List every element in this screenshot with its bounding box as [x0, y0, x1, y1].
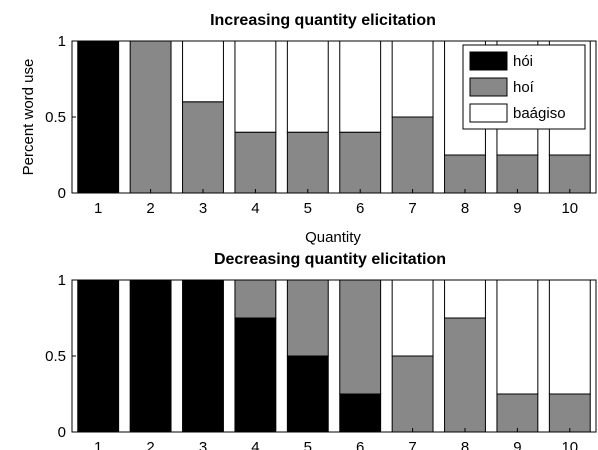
bottom-chart-bar-baagiso-9 [496, 279, 539, 395]
bottom-chart-bar-hoi-low-10 [548, 393, 591, 433]
bottom-chart-bar-baagiso-10 [548, 279, 591, 395]
top-chart-xtick-label: 5 [304, 200, 312, 217]
bottom-chart-bar-hoi-high-2 [129, 279, 172, 433]
legend-label-hoi-high: hói [513, 53, 533, 70]
top-chart-xtick-label: 6 [356, 200, 364, 217]
top-chart-bar-hoi-low-6 [339, 131, 382, 194]
legend: hói hoí baágiso [462, 44, 586, 130]
bottom-chart-bar-hoi-high-5 [286, 355, 329, 433]
top-chart-bar-baagiso-7 [391, 40, 434, 118]
bottom-chart-xtick-label: 6 [356, 439, 364, 450]
top-chart-xtick-label: 4 [251, 200, 259, 217]
top-chart-xtick-label: 2 [146, 200, 154, 217]
top-chart-xtick-label: 1 [94, 200, 102, 217]
bottom-chart-bar-baagiso-8 [444, 279, 486, 319]
top-chart-bar-hoi-low-2 [129, 40, 172, 194]
top-chart-bar-hoi-low-5 [286, 131, 329, 194]
bottom-chart-title: Decreasing quantity elicitation [214, 251, 446, 268]
bottom-chart-bar-hoi-low-4 [234, 279, 277, 319]
bottom-chart-ytick-label: 1 [58, 272, 66, 289]
bottom-chart-ytick-label: 0.5 [45, 348, 66, 365]
top-chart-ylabel: Percent word use [20, 59, 37, 176]
legend-swatch-hoi-high [469, 51, 508, 71]
top-chart-bar-hoi-low-9 [496, 154, 539, 194]
top-chart-xtick-label: 7 [408, 200, 416, 217]
bottom-chart-bar-hoi-low-9 [496, 393, 539, 433]
bottom-chart-bar-hoi-high-6 [339, 393, 382, 433]
bottom-chart-xtick-label: 10 [561, 439, 578, 450]
bottom-chart-xtick-label: 9 [513, 439, 521, 450]
top-chart-xtick-label: 8 [461, 200, 469, 217]
top-chart-ytick-label: 0 [58, 185, 66, 202]
bottom-chart-xtick-label: 8 [461, 439, 469, 450]
bottom-chart-xtick-label: 3 [199, 439, 207, 450]
top-chart-xlabel: Quantity [305, 229, 361, 246]
top-chart-xtick-label: 10 [561, 200, 578, 217]
bottom-chart-plot: 1 2 3 4 5 6 7 8 9 10 0 0.5 1 [45, 272, 597, 450]
bottom-chart-bar-hoi-high-1 [77, 279, 120, 433]
bottom-chart-bar-hoi-high-3 [182, 279, 224, 433]
bottom-chart-bar-hoi-high-4 [234, 317, 277, 433]
top-chart-bar-hoi-low-8 [444, 154, 486, 194]
bottom-chart-xtick-label: 2 [146, 439, 154, 450]
top-chart-bar-baagiso-5 [286, 40, 329, 133]
top-chart-bar-baagiso-4 [234, 40, 277, 133]
bottom-chart-bar-hoi-low-6 [339, 279, 382, 395]
top-chart-bar-baagiso-3 [182, 40, 224, 103]
legend-swatch-hoi-low [469, 77, 508, 97]
top-chart-bar-hoi-low-4 [234, 131, 277, 194]
bottom-chart-bar-hoi-low-7 [391, 355, 434, 433]
legend-swatch-baagiso [469, 103, 508, 123]
bottom-chart-xtick-label: 5 [304, 439, 312, 450]
bottom-chart-bar-hoi-low-8 [444, 317, 486, 433]
top-chart-bar-baagiso-6 [339, 40, 382, 133]
legend-label-baagiso: baágiso [513, 105, 566, 122]
bottom-chart-ytick-label: 0 [58, 424, 66, 441]
top-chart-bar-hoi-high-1 [77, 40, 120, 194]
top-chart-title: Increasing quantity elicitation [210, 12, 436, 29]
top-chart-bar-hoi-low-3 [182, 101, 224, 194]
top-chart-bar-hoi-low-7 [391, 116, 434, 194]
legend-label-hoi-low: hoí [513, 79, 535, 96]
top-chart-ytick-label: 1 [58, 33, 66, 50]
top-chart-bar-hoi-low-10 [548, 154, 591, 194]
bottom-chart-xtick-label: 1 [94, 439, 102, 450]
bottom-chart-bar-baagiso-7 [391, 279, 434, 357]
top-chart-xtick-label: 9 [513, 200, 521, 217]
bottom-chart-xtick-label: 4 [251, 439, 259, 450]
top-chart-xtick-label: 3 [199, 200, 207, 217]
top-chart-ytick-label: 0.5 [45, 109, 66, 126]
bottom-chart-xtick-label: 7 [408, 439, 416, 450]
bottom-chart-bar-hoi-low-5 [286, 279, 329, 357]
